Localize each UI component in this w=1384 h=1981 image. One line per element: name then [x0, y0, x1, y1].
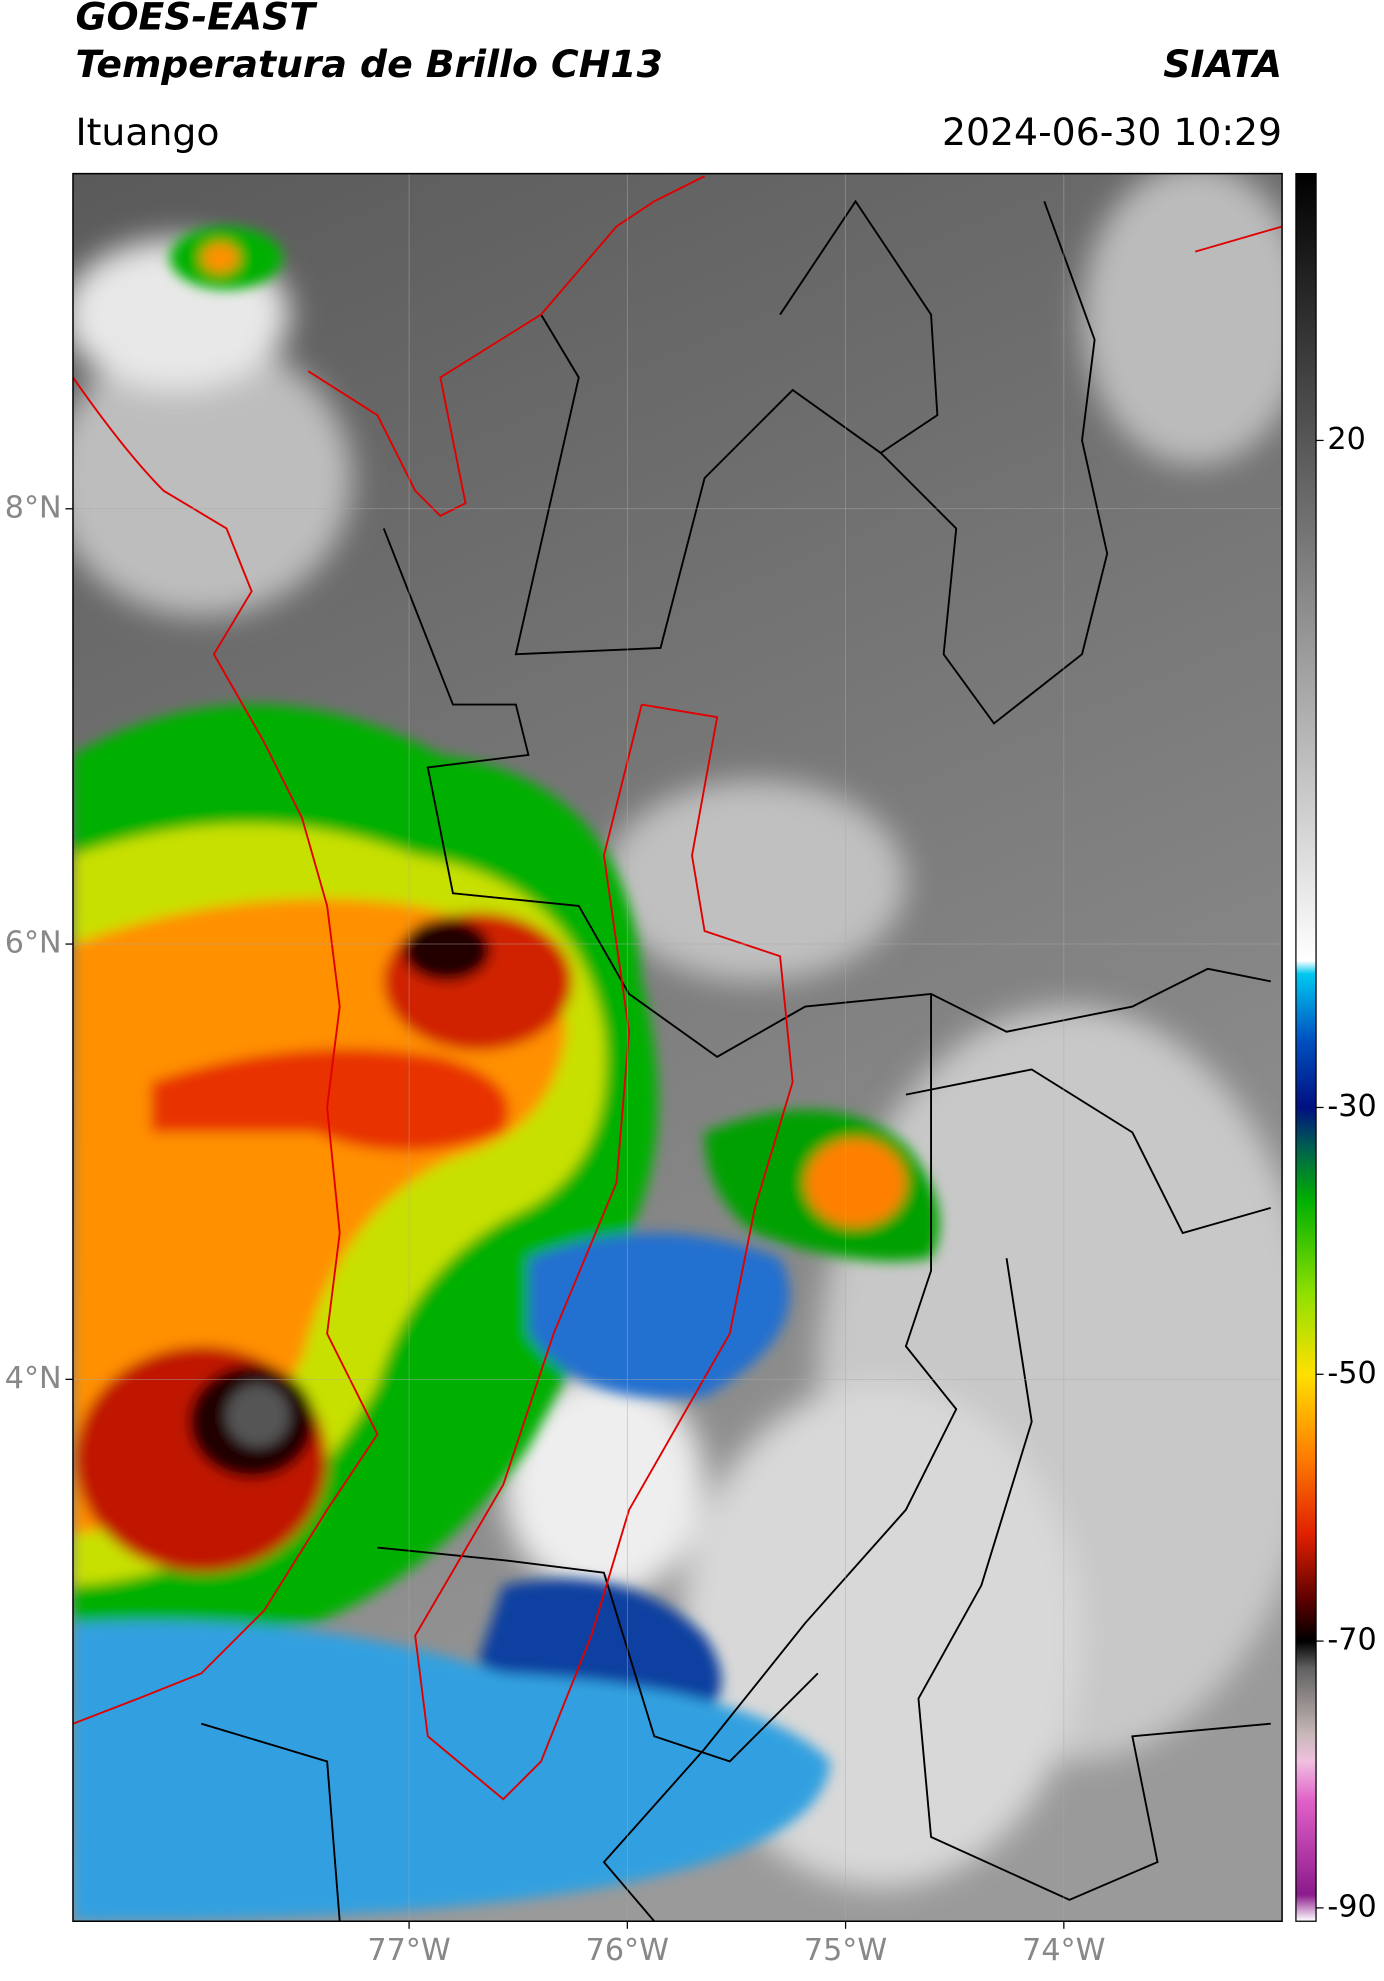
map-frame [72, 172, 1283, 1922]
colorbar [1295, 172, 1317, 1922]
datetime: 2024-06-30 10:29 [942, 110, 1282, 154]
lon-tick-label: 74°W [1022, 1933, 1105, 1968]
lon-tick-label: 75°W [804, 1933, 887, 1968]
satellite-image [72, 173, 1283, 1922]
lat-tick-label: 6°N [5, 926, 62, 961]
lon-tick-label: 76°W [586, 1933, 669, 1968]
colorbar-tick-label: 20 [1327, 422, 1365, 457]
subtitle: Temperatura de Brillo CH13 [75, 42, 662, 86]
colorbar-tick-label: -30 [1327, 1089, 1376, 1124]
colorbar-tick-label: -90 [1327, 1889, 1376, 1924]
lat-tick-label: 4°N [5, 1361, 62, 1396]
colorbar-tick-label: -50 [1327, 1356, 1376, 1391]
lat-tick-label: 8°N [5, 490, 62, 525]
colorbar-tick-label: -70 [1327, 1623, 1376, 1658]
location: Ituango [75, 110, 219, 154]
lon-tick-label: 77°W [367, 1933, 450, 1968]
source: SIATA [1163, 42, 1282, 86]
title: GOES-EAST [75, 0, 318, 38]
